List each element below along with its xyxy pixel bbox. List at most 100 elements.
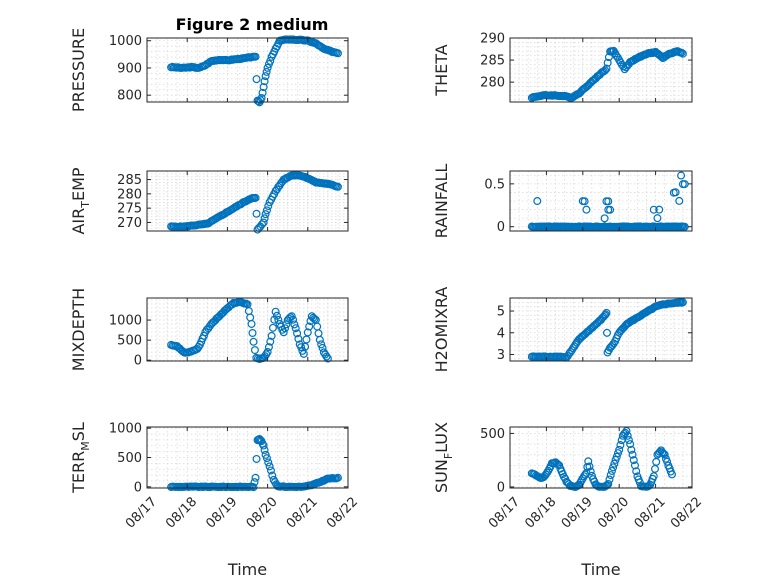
data-point [582,205,591,214]
data-point [650,464,659,473]
x-tick-label: 08/20 [244,494,281,531]
x-tick-label: 08/18 [163,494,200,531]
y-tick-label: 0 [497,220,505,235]
data-point [586,467,595,476]
data-point [270,478,279,487]
data-point [321,350,330,359]
subplot-8: 0 500 08/17 08/18 08/19 08/20 08/21 08/22 SUNFLU… [432,422,705,579]
data-point [266,337,275,346]
data-point [302,335,311,344]
y-tick-label: 280 [117,187,142,202]
y-tick-label: 500 [480,427,505,442]
data-point [252,75,261,84]
y-tick-label: 0 [134,354,142,369]
data-point [601,310,610,319]
figure-title: Figure 2 medium [176,15,329,34]
data-point [655,205,664,214]
x-tick-label: 08/20 [595,494,632,531]
y-tick-label: 290 [480,32,505,47]
data-point [599,67,608,76]
data-point [193,344,202,353]
x-tick-label: 08/19 [559,494,596,531]
axes-box [509,297,693,362]
x-tick-label: 08/18 [522,494,559,531]
data-point [264,343,273,352]
data-point [658,448,667,457]
subplot-6: 3 4 5 H2OMIXRA [432,287,693,373]
y-tick-label: 270 [117,216,142,231]
data-point [585,462,594,471]
data-point [317,340,326,349]
data-point [663,457,672,466]
data-point [678,298,687,307]
data-point [263,63,272,72]
data-point [246,313,255,322]
data-point [627,445,636,454]
data-point [268,323,277,332]
data-point [533,197,542,206]
data-point [272,311,281,320]
data-point [259,83,268,92]
y-tick-label: 0.5 [484,177,505,192]
data-point [303,328,312,337]
y-axis-label: PRESSURE [69,28,88,112]
data-point [287,312,296,321]
data-point [315,335,324,344]
data-point [293,329,302,338]
data-point [552,459,561,468]
data-point [577,476,586,485]
data-point [623,431,632,440]
data-point [262,67,271,76]
data-point [310,314,319,323]
data-point [271,307,280,316]
data-point [265,462,274,471]
y-tick-label: 1000 [109,34,142,49]
data-point [257,93,266,102]
y-tick-label: 500 [117,334,142,349]
data-point [649,472,658,481]
data-point [626,440,635,449]
data-point [271,186,280,195]
data-point [609,463,618,472]
data-point [616,441,625,450]
data-point [264,202,273,211]
data-point [612,452,621,461]
data-point [580,197,589,206]
data-point [267,331,276,340]
y-tick-label: 3 [497,348,505,363]
axes-box [509,426,693,489]
data-point [305,322,314,331]
data-point [260,77,269,86]
axes-box [146,297,349,362]
data-point [314,329,323,338]
data-point [247,319,256,328]
data-point [629,456,638,465]
data-point [289,315,298,324]
data-point [601,66,610,75]
data-point [251,473,260,482]
y-axis-label: THETA [432,44,451,96]
y-axis-label: H2OMIXRA [432,287,451,373]
data-point [677,171,686,180]
subplot-2: 280 285 290 THETA [432,32,693,103]
y-tick-label: 4 [497,326,505,341]
data-point [251,193,260,202]
data-point [610,459,619,468]
x-tick-label: 08/17 [123,494,160,531]
data-point [252,209,261,218]
data-point [603,328,612,337]
data-point [543,468,552,477]
y-tick-label: 0 [497,480,505,495]
axes-box [509,170,693,232]
data-point [260,214,269,223]
y-tick-label: 285 [480,54,505,69]
data-point [281,324,290,333]
axes-box [509,37,693,103]
data-point [261,210,270,219]
data-point [279,328,288,337]
data-point [262,454,271,463]
data-point [675,196,684,205]
data-point [250,346,259,355]
